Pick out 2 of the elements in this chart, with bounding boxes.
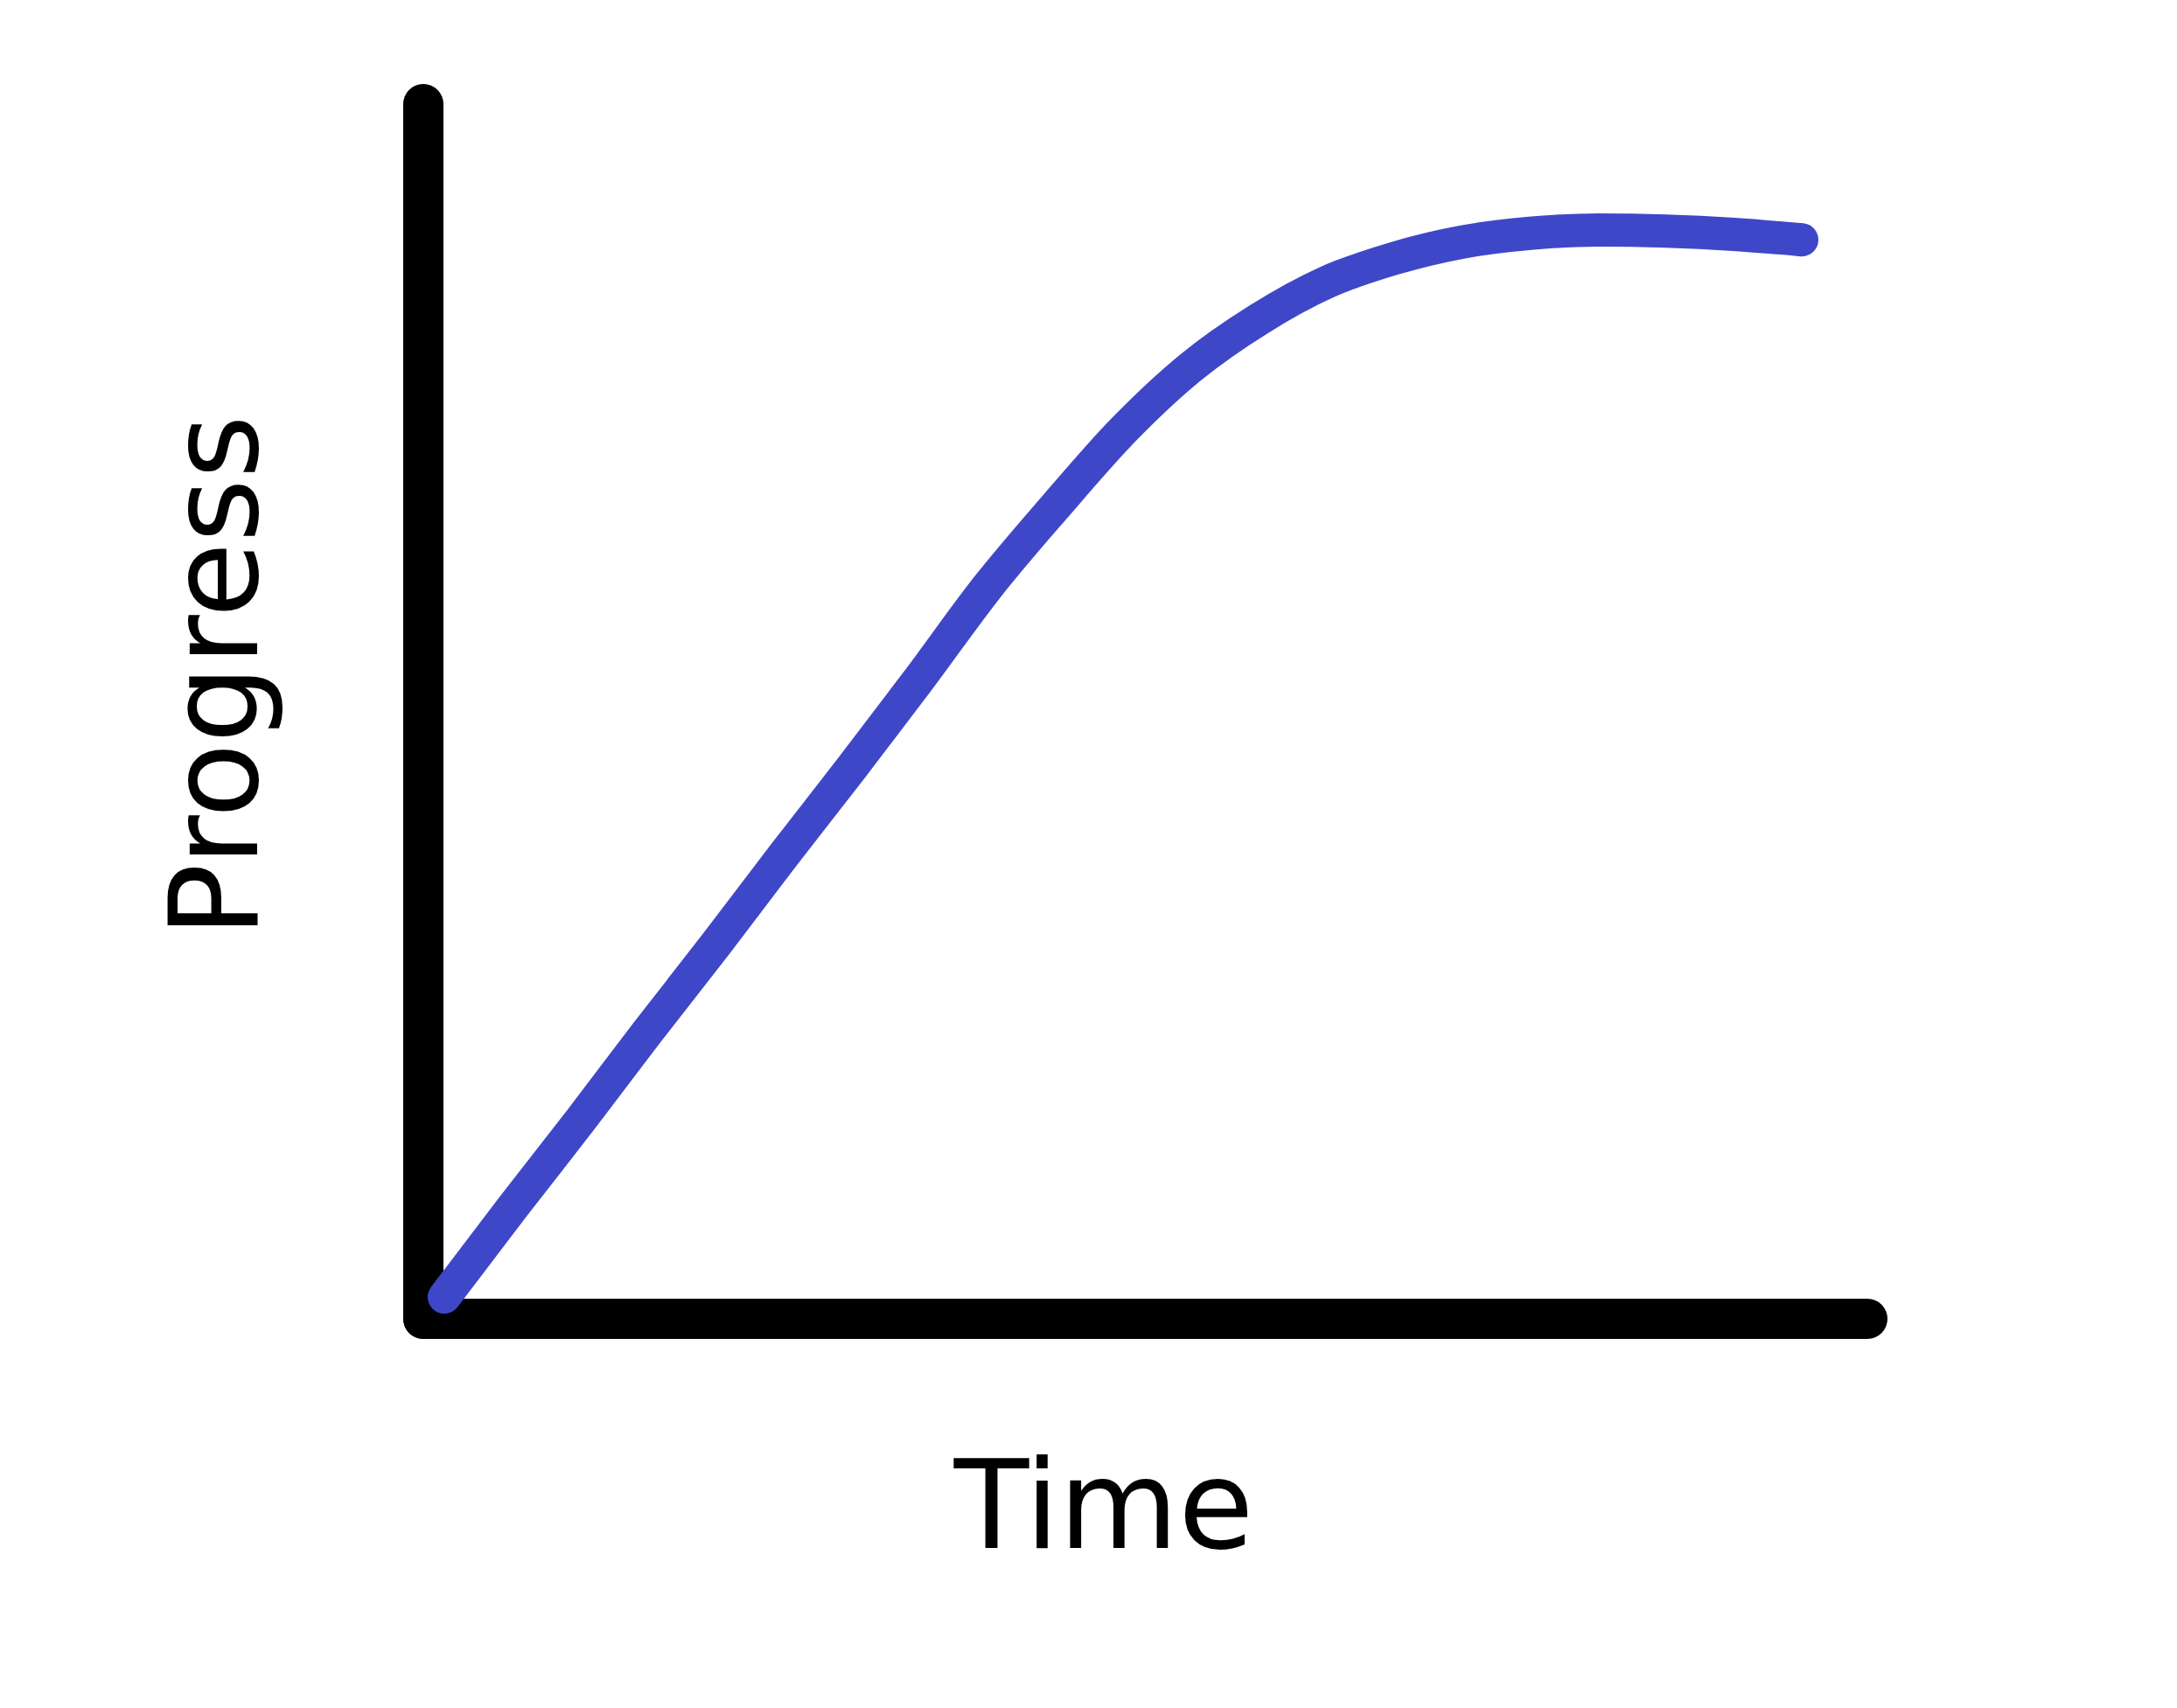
x-axis-title: Time	[952, 1434, 1254, 1577]
y-axis-title: Progress	[143, 415, 286, 938]
